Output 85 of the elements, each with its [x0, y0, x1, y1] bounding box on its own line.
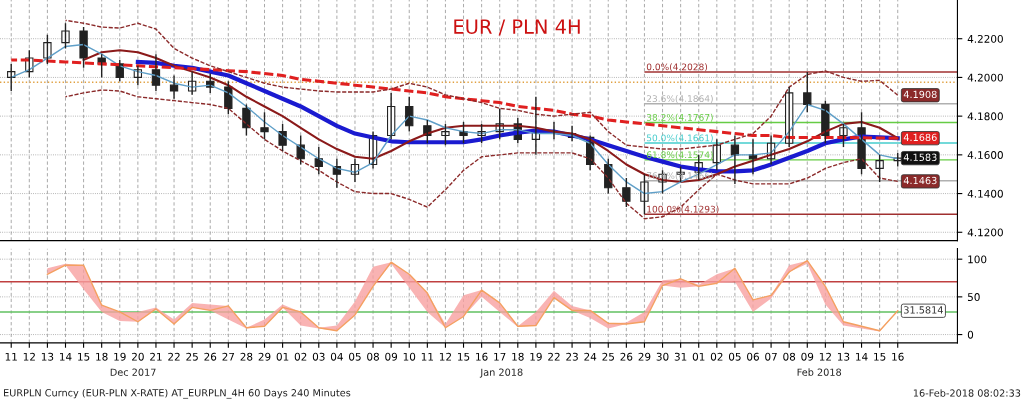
x-tick-label: 13 [41, 352, 54, 361]
x-tick-label: 05 [349, 352, 361, 361]
x-tick-label: 13 [837, 352, 850, 361]
y-tick-label: 4.1600 [967, 151, 1003, 159]
x-tick-label: 19 [530, 352, 542, 361]
y-tick-label: 4.1400 [967, 189, 1003, 198]
data-label: 4.1686 [903, 133, 937, 142]
x-tick-label: 26 [204, 352, 217, 361]
text: Feb 2018 [797, 368, 842, 376]
candlestick [839, 123, 848, 148]
text: EUR / PLN 4H [454, 19, 580, 36]
text: Jan 2018 [479, 368, 523, 378]
x-tick-label: 15 [458, 352, 470, 361]
text: 4.1583 [903, 153, 937, 161]
x-tick-label: 09 [385, 352, 398, 361]
ref-line-label: 50.0%(4.1661) [646, 134, 713, 143]
x-tick-label: 25 [186, 352, 198, 361]
data-label: 4.1463 [903, 176, 937, 185]
x-tick-label: 27 [222, 352, 235, 361]
candlestick [622, 177, 631, 208]
x-tick-label: 15 [874, 352, 886, 361]
y-tick-label: 100 [968, 255, 987, 264]
data-label: 31.5814 [904, 306, 943, 314]
x-tick-label: 24 [584, 352, 597, 361]
x-tick-label: 18 [512, 352, 524, 361]
x-tick-label: 16 [892, 352, 904, 361]
x-tick-label: 21 [150, 352, 162, 361]
x-tick-label: 04 [330, 352, 343, 361]
y-tick-label: 50 [967, 293, 980, 301]
x-tick-label: 18 [96, 352, 108, 361]
x-tick-label: 01 [276, 352, 289, 361]
x-tick-label: 12 [439, 352, 452, 361]
y-tick-label: 4.2000 [967, 73, 1003, 82]
text: EURPLN Curncy (EUR-PLN X-RATE) AT_EURPLN_4H 60 Days 240 Minutes [4, 388, 351, 399]
x-tick-label: 11 [5, 352, 17, 361]
y-tick-label: 0 [967, 330, 974, 339]
x-tick-label: 06 [747, 352, 759, 361]
x-tick-label: 14 [60, 352, 72, 361]
x-tick-label: 15 [78, 352, 90, 361]
candlestick [79, 26, 88, 69]
x-tick-label: 14 [856, 352, 868, 361]
x-tick-label: 05 [728, 352, 741, 361]
x-tick-label: 11 [421, 352, 433, 361]
x-tick-label: 08 [367, 352, 379, 361]
ref-line-label: 61.8%(4.1574) [646, 151, 713, 160]
x-tick-label: 17 [494, 352, 506, 361]
x-tick-label: 19 [114, 352, 126, 361]
x-tick-label: 02 [294, 352, 307, 361]
x-tick-label: 29 [258, 352, 271, 361]
x-tick-label: 08 [783, 352, 796, 361]
ref-line-label: 38.2%(4.1767) [646, 113, 713, 122]
x-tick-label: 22 [548, 352, 560, 361]
x-tick-label: 09 [801, 352, 814, 361]
x-tick-label: 12 [819, 352, 831, 361]
candlestick [61, 22, 70, 50]
x-tick-label: 20 [132, 352, 144, 361]
x-tick-label: 10 [403, 352, 416, 361]
text: 16-Feb-2018 08:02:33 [913, 389, 1021, 397]
y-tick-label: 4.1200 [967, 228, 1003, 237]
candlestick [875, 154, 884, 183]
x-tick-label: 31 [674, 352, 687, 361]
candlestick [441, 123, 450, 146]
x-tick-label: 07 [765, 352, 777, 361]
x-tick-label: 01 [692, 352, 705, 361]
x-tick-label: 23 [566, 352, 578, 361]
x-tick-label: 29 [638, 352, 651, 361]
x-tick-label: 28 [240, 352, 253, 361]
x-tick-label: 30 [656, 352, 669, 361]
candlestick [43, 34, 52, 65]
candlestick [803, 71, 812, 113]
ref-line-label: 23.6%(4.1864) [646, 95, 713, 104]
candlestick [640, 173, 649, 215]
data-label: 4.1908 [903, 90, 937, 99]
y-tick-label: 4.1800 [967, 112, 1003, 121]
x-tick-label: 16 [476, 352, 488, 361]
ref-line-label: 0.0%(4.2028) [646, 63, 708, 72]
x-tick-label: 12 [23, 352, 35, 361]
y-tick-label: 4.2200 [967, 34, 1003, 43]
x-tick-label: 02 [710, 352, 723, 361]
candlestick [260, 111, 269, 141]
x-tick-label: 22 [168, 352, 180, 361]
x-tick-label: 26 [620, 352, 633, 361]
text: Dec 2017 [110, 368, 156, 376]
x-tick-label: 25 [602, 352, 614, 361]
x-tick-label: 03 [312, 352, 325, 361]
